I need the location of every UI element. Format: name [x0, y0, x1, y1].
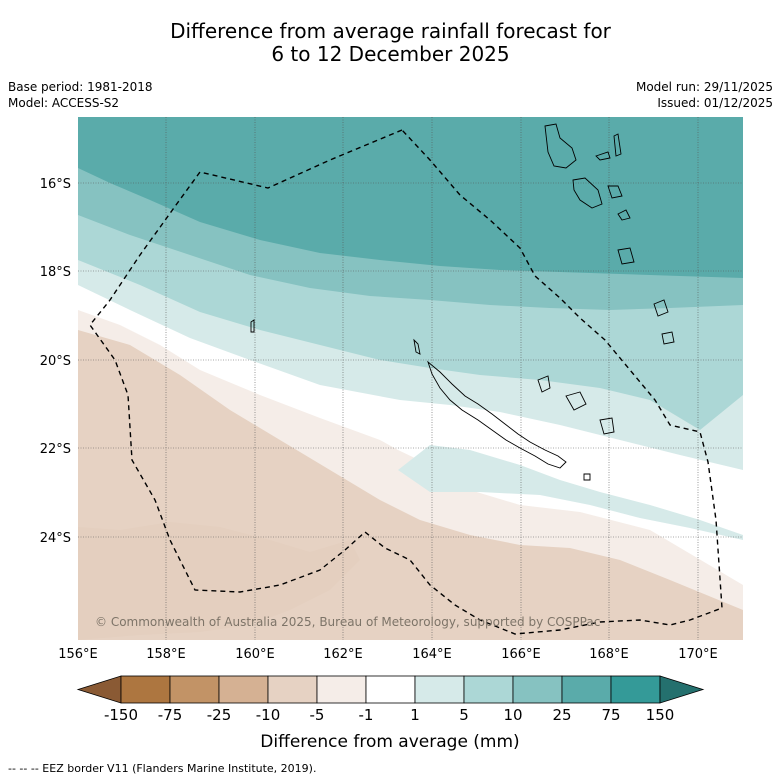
lon-label-156e: 156°E — [58, 647, 98, 662]
legend-tick-plus10: 10 — [503, 706, 522, 724]
legend-tick-minus150: -150 — [104, 706, 138, 724]
meta-right: Model run: 29/11/2025 Issued: 01/12/2025 — [636, 79, 773, 111]
legend-tick-plus5: 5 — [459, 706, 469, 724]
legend-tick-minus25: -25 — [207, 706, 232, 724]
loyalty-mare — [599, 417, 615, 435]
legend-swatch-7 — [414, 675, 465, 704]
legend-tick-minus75: -75 — [158, 706, 183, 724]
lat-label-20s: 20°S — [40, 354, 71, 369]
title-line-2: 6 to 12 December 2025 — [271, 42, 510, 66]
band-plus25-plus75 — [78, 117, 743, 278]
lon-label-162e: 162°E — [323, 647, 363, 662]
vanuatu-tanna — [617, 247, 635, 265]
vanuatu-espiritu-santo — [544, 123, 577, 169]
vanuatu-ambae — [595, 151, 611, 161]
band-minus10-southeast — [430, 597, 743, 640]
vanuatu-efate — [607, 185, 623, 199]
lon-label-166e: 166°E — [501, 647, 541, 662]
legend-swatch-2 — [169, 675, 220, 704]
new-caledonia-coast — [427, 360, 567, 469]
legend-tick-plus150: 150 — [646, 706, 675, 724]
chart-title: Difference from average rainfall forecas… — [0, 20, 781, 66]
chesterfield-reef — [250, 319, 255, 333]
title-line-1: Difference from average rainfall forecas… — [170, 19, 611, 43]
lat-label-18s: 18°S — [40, 265, 71, 280]
legend-swatch-3 — [218, 675, 269, 704]
band-minus10-southwest — [78, 522, 360, 640]
color-legend: -150 -75 -25 -10 -5 -1 1 5 10 25 75 150 … — [76, 675, 705, 752]
lon-label-160e: 160°E — [235, 647, 275, 662]
model-text: Model: ACCESS-S2 — [8, 96, 120, 110]
legend-tick-minus5: -5 — [310, 706, 325, 724]
map-copyright: © Commonwealth of Australia 2025, Bureau… — [95, 615, 600, 629]
coastlines — [250, 123, 675, 481]
gridlines — [78, 117, 743, 640]
legend-swatch-8 — [463, 675, 514, 704]
eez-footnote: -- -- -- EEZ border V11 (Flanders Marine… — [8, 762, 317, 775]
legend-swatch-10 — [561, 675, 612, 704]
legend-tick-labels: -150 -75 -25 -10 -5 -1 1 5 10 25 75 150 — [104, 706, 674, 724]
lat-label-24s: 24°S — [40, 531, 71, 546]
legend-swatch-1 — [120, 675, 171, 704]
lat-label-22s: 22°S — [40, 442, 71, 457]
legend-swatch-below-minus150 — [76, 675, 122, 704]
isle-of-pines — [583, 473, 591, 481]
lon-label-158e: 158°E — [146, 647, 186, 662]
loyalty-ouvea — [537, 375, 551, 393]
legend-tick-minus1: -1 — [359, 706, 374, 724]
rainfall-bands — [78, 117, 743, 640]
loyalty-lifou — [565, 391, 587, 411]
southern-islet-a — [661, 331, 675, 345]
eez-border — [89, 129, 723, 635]
vanuatu-pentecost — [613, 133, 622, 157]
lon-label-168e: 168°E — [589, 647, 629, 662]
belep-islands — [413, 338, 421, 355]
lon-label-164e: 164°E — [412, 647, 452, 662]
vanuatu-erromango — [617, 209, 631, 221]
legend-title: Difference from average (mm) — [260, 732, 519, 752]
issued-text: Issued: 01/12/2025 — [657, 96, 773, 110]
lat-label-16s: 16°S — [40, 177, 71, 192]
legend-swatch-6 — [365, 675, 416, 704]
legend-swatch-4 — [267, 675, 318, 704]
legend-swatch-5 — [316, 675, 367, 704]
legend-tick-plus25: 25 — [552, 706, 571, 724]
legend-swatch-above-plus150 — [659, 675, 705, 704]
vanuatu-malakula — [572, 177, 603, 209]
legend-tick-plus75: 75 — [601, 706, 620, 724]
band-plus5-tongue — [398, 445, 743, 540]
legend-tick-plus1: 1 — [410, 706, 420, 724]
legend-swatch-11 — [610, 675, 661, 704]
lon-label-170e: 170°E — [678, 647, 718, 662]
model-run-text: Model run: 29/11/2025 — [635, 80, 773, 94]
meta-left: Base period: 1981-2018 Model: ACCESS-S2 — [8, 79, 153, 111]
hunter-matthew-islands — [653, 299, 669, 317]
latitude-labels: 16°S 18°S 20°S 22°S 24°S — [40, 177, 71, 546]
longitude-labels: 156°E 158°E 160°E 162°E 164°E 166°E 168°… — [58, 647, 718, 662]
legend-swatches — [76, 675, 705, 704]
base-period-text: Base period: 1981-2018 — [8, 80, 153, 94]
legend-tick-minus10: -10 — [256, 706, 281, 724]
legend-swatch-9 — [512, 675, 563, 704]
